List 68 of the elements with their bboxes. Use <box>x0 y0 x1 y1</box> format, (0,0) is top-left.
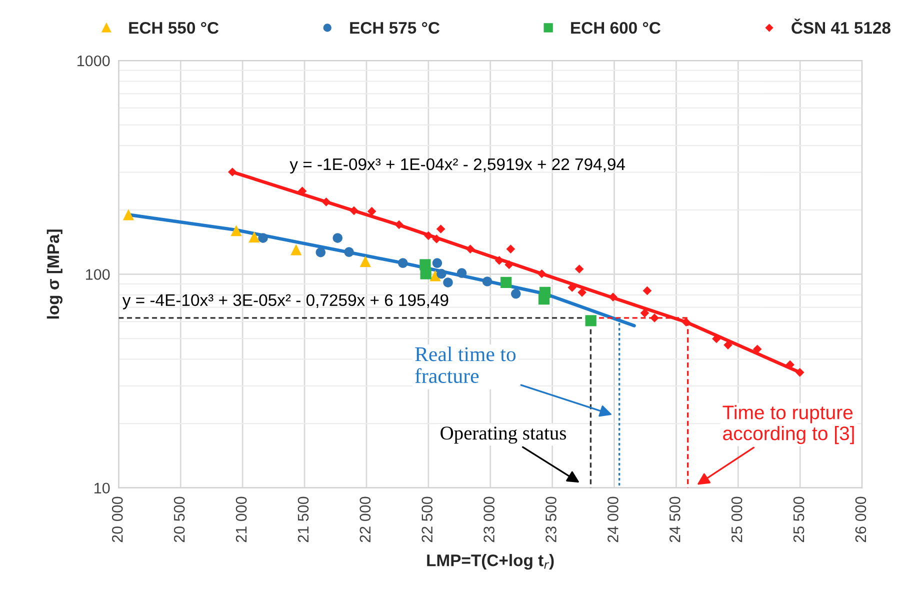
point <box>506 244 516 254</box>
point <box>316 247 326 258</box>
point <box>360 256 371 267</box>
point <box>322 197 331 206</box>
point <box>650 314 659 322</box>
x-axis-title: LMP=T(C+log t$_{r}$) <box>427 554 554 570</box>
point <box>482 276 492 286</box>
point <box>430 270 441 282</box>
point <box>230 225 242 236</box>
point <box>537 269 546 278</box>
x-tick-label: 25 000 <box>731 496 742 542</box>
point <box>436 268 446 279</box>
point <box>724 340 732 350</box>
x-tick-label: 24 000 <box>608 496 618 542</box>
x-tick-label: 20 000 <box>112 496 123 542</box>
point <box>350 206 358 216</box>
annotation: y = -4E-10x³ + 3E-05x² - 0,7259x + 6 195,49 <box>122 294 448 310</box>
x-tick-label: 22 500 <box>422 496 433 542</box>
point <box>574 264 584 274</box>
x-tick-label: 21 500 <box>298 496 309 542</box>
point <box>500 276 512 288</box>
x-tick-label: 23 000 <box>484 496 494 542</box>
point <box>394 220 404 230</box>
x-tick-label: 24 500 <box>669 496 680 542</box>
y-tick-label: 1000 <box>78 55 110 66</box>
point <box>367 206 376 216</box>
point <box>640 308 650 318</box>
point <box>578 288 586 297</box>
point <box>466 244 475 254</box>
annotation: Operating status <box>440 426 566 444</box>
point <box>608 292 618 302</box>
point <box>682 318 691 326</box>
point <box>344 247 354 257</box>
x-tick-label: 23 500 <box>546 496 556 542</box>
point <box>538 294 550 305</box>
point <box>436 224 446 234</box>
y-tick-label: 10 <box>94 482 110 494</box>
annotation: Real time to fracture <box>415 346 516 384</box>
point <box>420 268 432 280</box>
point <box>443 278 453 288</box>
x-tick-label: 26 000 <box>855 496 866 542</box>
legend-label: ČSN 41 5128 <box>792 18 890 34</box>
x-tick-label: 25 500 <box>793 496 804 542</box>
point <box>432 258 442 268</box>
point <box>228 168 237 176</box>
legend-label: ECH 550 °C <box>129 22 219 34</box>
point <box>456 268 467 278</box>
point <box>258 233 268 243</box>
point <box>585 315 596 326</box>
x-tick-label: 20 500 <box>174 496 185 542</box>
point <box>511 288 521 299</box>
point <box>795 368 804 377</box>
legend-label: ECH 600 °C <box>571 22 660 34</box>
point <box>290 244 302 256</box>
x-tick-label: 22 000 <box>360 496 371 542</box>
legend-label: ECH 575 °C <box>350 22 440 34</box>
point <box>504 260 514 270</box>
point <box>424 231 433 240</box>
y-axis-title: log σ [MPa] <box>46 230 62 319</box>
annotation: Time to rupture according to [3] <box>722 405 854 444</box>
point <box>398 258 408 268</box>
point <box>122 209 134 220</box>
x-tick-label: 21 000 <box>236 496 247 542</box>
y-tick-label: 100 <box>86 269 110 280</box>
annotation: y = -1E-09x³ + 1E-04x² - 2,5919x + 22 794,94 <box>290 158 626 174</box>
point <box>642 286 652 296</box>
point <box>332 233 342 243</box>
point <box>248 231 260 243</box>
